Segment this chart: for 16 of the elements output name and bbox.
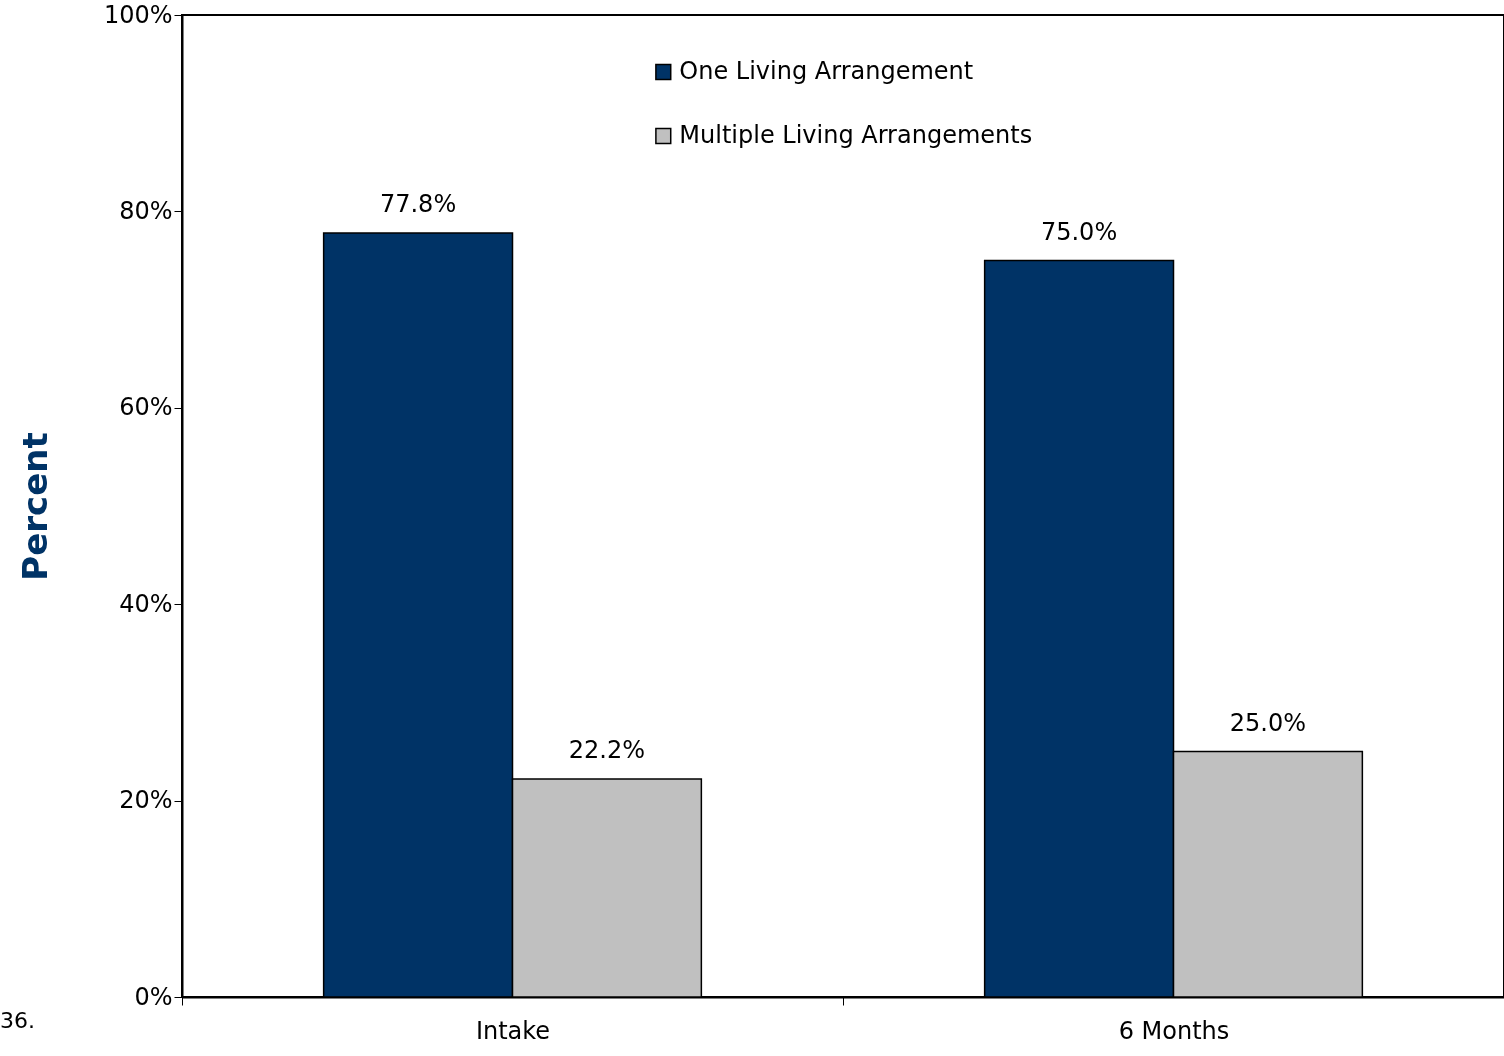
x-tick-label: 6 Months xyxy=(1118,1016,1230,1045)
text: 36. xyxy=(0,1008,35,1033)
data-label: 25.0% xyxy=(1229,708,1307,737)
y-tick-label: 80% xyxy=(119,196,173,225)
y-axis-title: Percent xyxy=(14,432,55,581)
legend-label: Multiple Living Arrangements xyxy=(679,121,1033,149)
y-tick-label: 0% xyxy=(134,982,173,1011)
y-tick-label: 20% xyxy=(119,786,173,815)
y-tick-label: 100% xyxy=(103,0,173,29)
data-label: 22.2% xyxy=(568,736,646,764)
y-tick-label: 60% xyxy=(119,393,173,422)
y-tick-label: 40% xyxy=(119,589,173,618)
data-label: 77.8% xyxy=(379,190,457,218)
legend-label: One Living Arrangement xyxy=(679,57,974,85)
data-label: 75.0% xyxy=(1040,217,1118,246)
x-tick-label: Intake xyxy=(475,1016,551,1045)
